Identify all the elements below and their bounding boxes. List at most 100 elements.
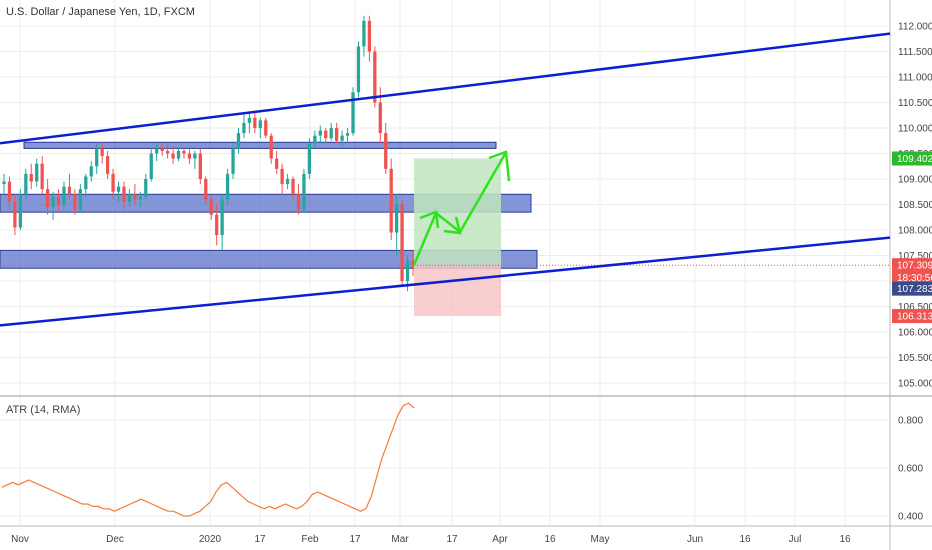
- candle-body: [231, 148, 235, 174]
- candle-body: [264, 120, 268, 136]
- time-tick-label: May: [591, 534, 610, 545]
- price-tag-label: 18:30:56: [897, 273, 932, 284]
- candle-body: [116, 186, 121, 192]
- atr-tick-label: 0.600: [898, 464, 923, 475]
- candle-body: [18, 194, 22, 228]
- candle-body: [100, 148, 104, 157]
- price-tag: [892, 270, 932, 285]
- time-tick-label: 2020: [199, 534, 222, 545]
- time-tick-label: 16: [839, 534, 851, 545]
- candle-body: [2, 181, 6, 185]
- candle-body: [351, 92, 355, 134]
- upper-channel-trendline[interactable]: [0, 32, 891, 145]
- price-tick-label: 111.500: [898, 47, 932, 58]
- price-tag: [892, 258, 932, 273]
- candle-body: [56, 196, 61, 205]
- candle-body: [362, 20, 366, 47]
- candle-body: [62, 186, 66, 205]
- candle-body: [171, 153, 175, 159]
- candle-body: [160, 148, 164, 151]
- candle-body: [35, 163, 39, 182]
- price-tick-label: 111.000: [898, 73, 932, 84]
- price-tick-label: 110.500: [898, 98, 932, 109]
- candle-body: [296, 194, 301, 210]
- time-tick-label: 17: [446, 534, 458, 545]
- candle-body: [269, 135, 273, 159]
- position-stop-zone[interactable]: [414, 265, 501, 317]
- candle-body: [182, 150, 186, 154]
- candle-body: [89, 166, 93, 177]
- price-tick-label: 106.500: [898, 302, 932, 313]
- candle-body: [318, 130, 322, 136]
- candle-body: [378, 102, 382, 134]
- candle-body: [242, 122, 246, 134]
- candle-body: [84, 176, 88, 190]
- candle-body: [400, 204, 404, 281]
- candle-body: [389, 168, 393, 233]
- time-tick-label: Jun: [687, 534, 703, 545]
- candle-body: [40, 163, 44, 190]
- candle-body: [149, 153, 153, 179]
- time-tick-label: 16: [544, 534, 556, 545]
- candle-body: [291, 179, 295, 195]
- atr-tick-label: 0.400: [898, 512, 923, 523]
- candle-body: [313, 135, 317, 144]
- time-tick-label: Dec: [106, 534, 124, 545]
- candle-body: [215, 214, 219, 236]
- candle-body: [127, 194, 132, 202]
- candle-body: [144, 179, 148, 197]
- candle-body: [13, 201, 17, 228]
- candle-body: [111, 173, 115, 192]
- candle-body: [275, 158, 279, 169]
- candle-body: [133, 194, 137, 200]
- price-tick-label: 105.500: [898, 353, 932, 364]
- candle-body: [67, 186, 72, 195]
- candle-body: [253, 117, 257, 128]
- candle-body: [302, 173, 306, 210]
- atr-indicator-label: ATR (14, RMA): [6, 404, 81, 416]
- candle-body: [220, 199, 224, 236]
- price-tick-label: 108.500: [898, 200, 932, 211]
- projection-arrow[interactable]: [412, 153, 507, 266]
- candle-body: [345, 133, 350, 136]
- candle-body: [138, 196, 142, 200]
- price-tag: [892, 151, 932, 166]
- candle-body: [198, 153, 202, 179]
- candle-body: [258, 120, 262, 128]
- candle-body: [187, 153, 192, 159]
- zone-top[interactable]: [23, 141, 497, 149]
- candle-body: [395, 204, 399, 233]
- lower-channel-trendline[interactable]: [0, 236, 891, 327]
- price-tick-label: 112.000: [898, 22, 932, 33]
- candle-body: [356, 46, 361, 93]
- candle-body: [204, 179, 208, 200]
- time-tick-label: Apr: [492, 534, 508, 545]
- candle-body: [29, 173, 33, 182]
- time-tick-label: 17: [349, 534, 361, 545]
- projection-arrowhead: [419, 210, 440, 229]
- price-tag-label: 109.402: [897, 154, 932, 165]
- candle-body: [405, 260, 410, 281]
- price-tag: [892, 309, 932, 324]
- candle-body: [73, 194, 77, 210]
- candle-body: [95, 148, 99, 167]
- candle-body: [367, 20, 372, 52]
- candle-body: [78, 189, 82, 210]
- candle-body: [176, 150, 181, 159]
- price-tick-label: 106.000: [898, 328, 932, 339]
- candle-body: [329, 128, 333, 139]
- candle-body: [285, 179, 290, 185]
- atr-tick-label: 0.800: [898, 416, 923, 427]
- candle-body: [209, 199, 213, 215]
- price-tag-label: 106.313: [897, 312, 932, 323]
- candle-body: [155, 148, 159, 154]
- time-tick-label: Nov: [11, 534, 29, 545]
- candle-body: [247, 117, 252, 123]
- time-tick-label: Jul: [789, 534, 802, 545]
- atr-line: [1, 402, 415, 517]
- candle-body: [411, 260, 415, 266]
- price-tick-label: 105.000: [898, 379, 932, 390]
- position-target-zone[interactable]: [414, 158, 501, 266]
